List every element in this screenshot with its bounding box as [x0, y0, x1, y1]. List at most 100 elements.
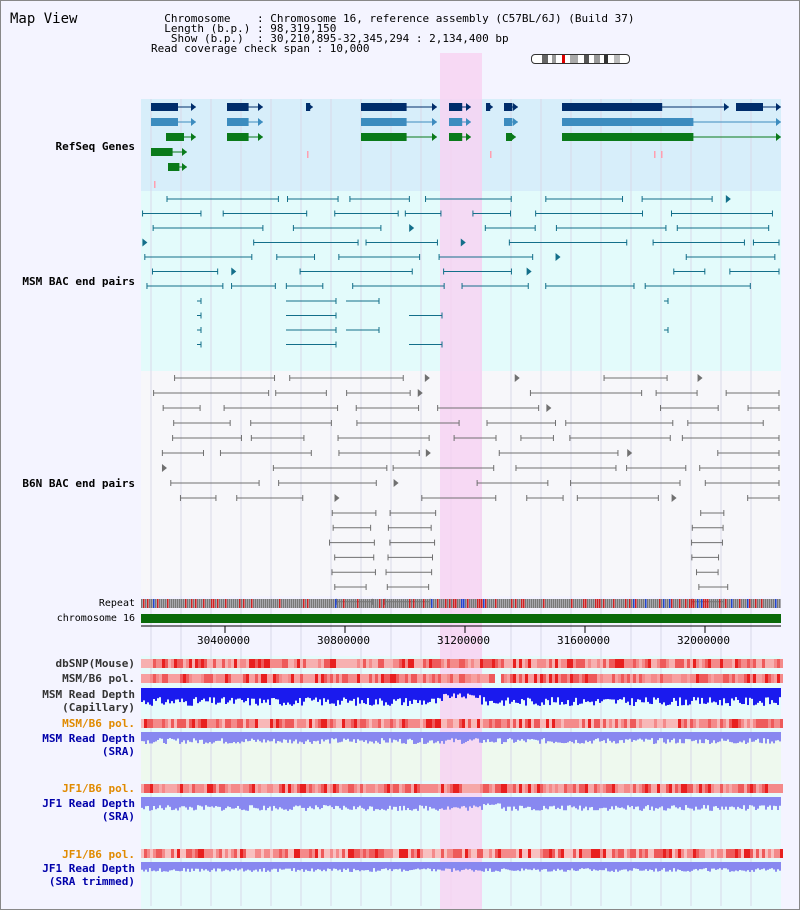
polymorphism-mark [372, 659, 375, 668]
read-depth-bar [437, 732, 439, 742]
read-depth-bar [575, 797, 577, 809]
read-depth-bar [721, 862, 723, 870]
polymorphism-mark [510, 719, 513, 728]
read-depth-bar [469, 797, 471, 807]
read-depth-bar [271, 732, 273, 742]
read-depth-bar [485, 688, 487, 702]
read-depth-bar [467, 688, 469, 694]
read-depth-bar [503, 862, 505, 869]
read-depth-bar [389, 688, 391, 706]
read-depth-bar [697, 862, 699, 871]
polymorphism-mark [762, 849, 765, 858]
read-depth-bar [753, 688, 755, 706]
polymorphism-mark [714, 849, 717, 858]
polymorphism-mark [390, 659, 393, 668]
repeat-mark [747, 599, 749, 608]
read-depth-bar [203, 797, 205, 810]
bac-single-end [671, 494, 677, 502]
read-depth-bar [549, 797, 551, 807]
read-depth-bar [153, 732, 155, 743]
read-depth-bar [587, 797, 589, 811]
read-depth-bar [777, 797, 779, 811]
repeat-mark [539, 599, 541, 608]
polymorphism-mark [303, 784, 306, 793]
polymorphism-mark [642, 719, 645, 728]
polymorphism-mark [675, 849, 678, 858]
read-depth-bar [221, 688, 223, 699]
read-depth-bar [751, 797, 753, 806]
read-depth-bar [473, 732, 475, 740]
read-depth-bar [459, 732, 461, 740]
gene-arrow [258, 133, 263, 141]
repeat-mark [757, 599, 759, 608]
repeat-mark [473, 599, 475, 608]
repeat-mark [465, 599, 467, 608]
repeat-mark [677, 599, 679, 608]
read-depth-bar [437, 862, 439, 870]
read-depth-bar [539, 732, 541, 744]
read-depth-bar [365, 862, 367, 871]
polymorphism-mark [633, 784, 636, 793]
read-depth-bar [311, 797, 313, 809]
polymorphism-mark [342, 784, 345, 793]
read-depth-bar [571, 862, 573, 869]
read-depth-bar [735, 862, 737, 871]
repeat-mark [709, 599, 711, 608]
polymorphism-mark [519, 784, 522, 793]
polymorphism-mark [342, 719, 345, 728]
read-depth-bar [755, 732, 757, 741]
polymorphism-mark [495, 784, 498, 793]
polymorphism-mark [180, 719, 183, 728]
repeat-mark [721, 599, 723, 608]
read-depth-bar [737, 732, 739, 743]
repeat-track-label: Repeat [98, 598, 135, 609]
read-depth-bar [387, 732, 389, 743]
polymorphism-mark [729, 849, 732, 858]
polymorphism-mark [579, 659, 582, 668]
read-depth-bar [557, 862, 559, 869]
read-depth-bar [649, 862, 651, 870]
read-depth-bar [617, 688, 619, 701]
read-depth-bar [513, 797, 515, 807]
read-depth-bar [339, 797, 341, 809]
polymorphism-mark [462, 659, 465, 668]
read-depth-bar [625, 797, 627, 810]
read-depth-bar [359, 862, 361, 872]
polymorphism-mark [459, 659, 462, 668]
polymorphism-mark [471, 674, 474, 683]
read-depth-bar [529, 862, 531, 870]
polymorphism-mark [372, 674, 375, 683]
read-depth-bar [609, 862, 611, 872]
polymorphism-mark [279, 849, 282, 858]
polymorphism-mark [609, 849, 612, 858]
polymorphism-mark [306, 674, 309, 683]
chromosome-ideogram[interactable] [531, 54, 630, 64]
read-depth-bar [385, 862, 387, 869]
read-depth-bar [163, 688, 165, 705]
polymorphism-mark [318, 659, 321, 668]
polymorphism-mark [438, 784, 441, 793]
read-depth-bar [189, 732, 191, 742]
read-depth-bar [695, 688, 697, 701]
read-depth-bar [319, 732, 321, 744]
repeat-mark [591, 599, 593, 608]
polymorphism-mark [732, 784, 735, 793]
read-depth-bar [531, 732, 533, 739]
read-depth-bar [665, 732, 667, 744]
read-depth-bar [687, 797, 689, 808]
polymorphism-mark [735, 849, 738, 858]
polymorphism-mark [414, 849, 417, 858]
polymorphism-mark [624, 784, 627, 793]
read-depth-bar [463, 732, 465, 744]
read-depth-bar [349, 688, 351, 701]
polymorphism-mark [303, 659, 306, 668]
polymorphism-mark [210, 674, 213, 683]
read-depth-bar [429, 862, 431, 869]
repeat-mark [339, 599, 341, 608]
repeat-mark [535, 599, 537, 608]
repeat-mark [477, 599, 479, 608]
polymorphism-mark [468, 659, 471, 668]
polymorphism-mark [723, 659, 726, 668]
polymorphism-mark [426, 719, 429, 728]
